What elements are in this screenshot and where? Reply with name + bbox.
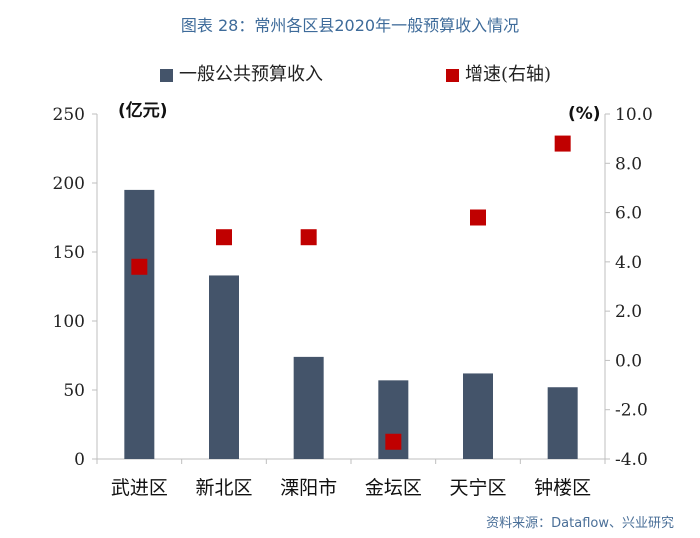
- bar: [463, 373, 493, 459]
- right-tick-label: -2.0: [615, 401, 648, 421]
- category-label: 武进区: [111, 477, 168, 499]
- growth-point: [216, 229, 232, 246]
- chart-title: 图表 28：常州各区县2020年一般预算收入情况: [180, 16, 520, 35]
- growth-point: [385, 433, 402, 450]
- legend-item-scatter: 增速(右轴): [446, 60, 551, 86]
- right-tick-label: 4.0: [615, 253, 642, 273]
- right-tick-label: 0.0: [615, 351, 642, 371]
- category-label: 金坛区: [365, 477, 422, 499]
- bar: [293, 356, 324, 459]
- legend-item-bar: 一般公共预算收入: [160, 60, 323, 86]
- left-tick-label: 100: [53, 312, 85, 332]
- left-tick-label: 0: [74, 450, 85, 470]
- growth-point: [300, 229, 317, 246]
- growth-point: [554, 135, 571, 152]
- legend-label-bar: 一般公共预算收入: [179, 64, 323, 85]
- legend-label-scatter: 增速(右轴): [465, 64, 552, 85]
- bar: [124, 189, 155, 459]
- left-tick-label: 250: [53, 105, 85, 125]
- right-tick-label: 10.0: [615, 105, 653, 125]
- left-tick-label: 150: [53, 243, 85, 263]
- right-tick-label: 6.0: [615, 204, 642, 224]
- bar: [209, 275, 239, 459]
- left-tick-label: 50: [63, 381, 85, 401]
- category-label: 天宁区: [449, 477, 506, 499]
- right-axis-unit: (%): [568, 104, 601, 124]
- source-note: 资料来源：Dataflow、兴业研究: [486, 516, 674, 531]
- right-tick-label: 2.0: [615, 302, 642, 322]
- growth-point: [470, 209, 486, 226]
- category-label: 新北区: [195, 477, 252, 499]
- chart-legend: 一般公共预算收入 增速(右轴): [0, 60, 700, 86]
- legend-swatch-scatter: [446, 68, 459, 82]
- right-tick-label: 8.0: [615, 154, 642, 174]
- category-label: 钟楼区: [534, 477, 591, 499]
- right-tick-label: -4.0: [615, 450, 648, 470]
- legend-swatch-bar: [160, 68, 173, 82]
- growth-point: [131, 258, 148, 275]
- bar: [547, 387, 578, 459]
- left-tick-label: 200: [53, 174, 85, 194]
- category-label: 溧阳市: [280, 477, 337, 499]
- left-axis-unit: (亿元): [118, 101, 168, 121]
